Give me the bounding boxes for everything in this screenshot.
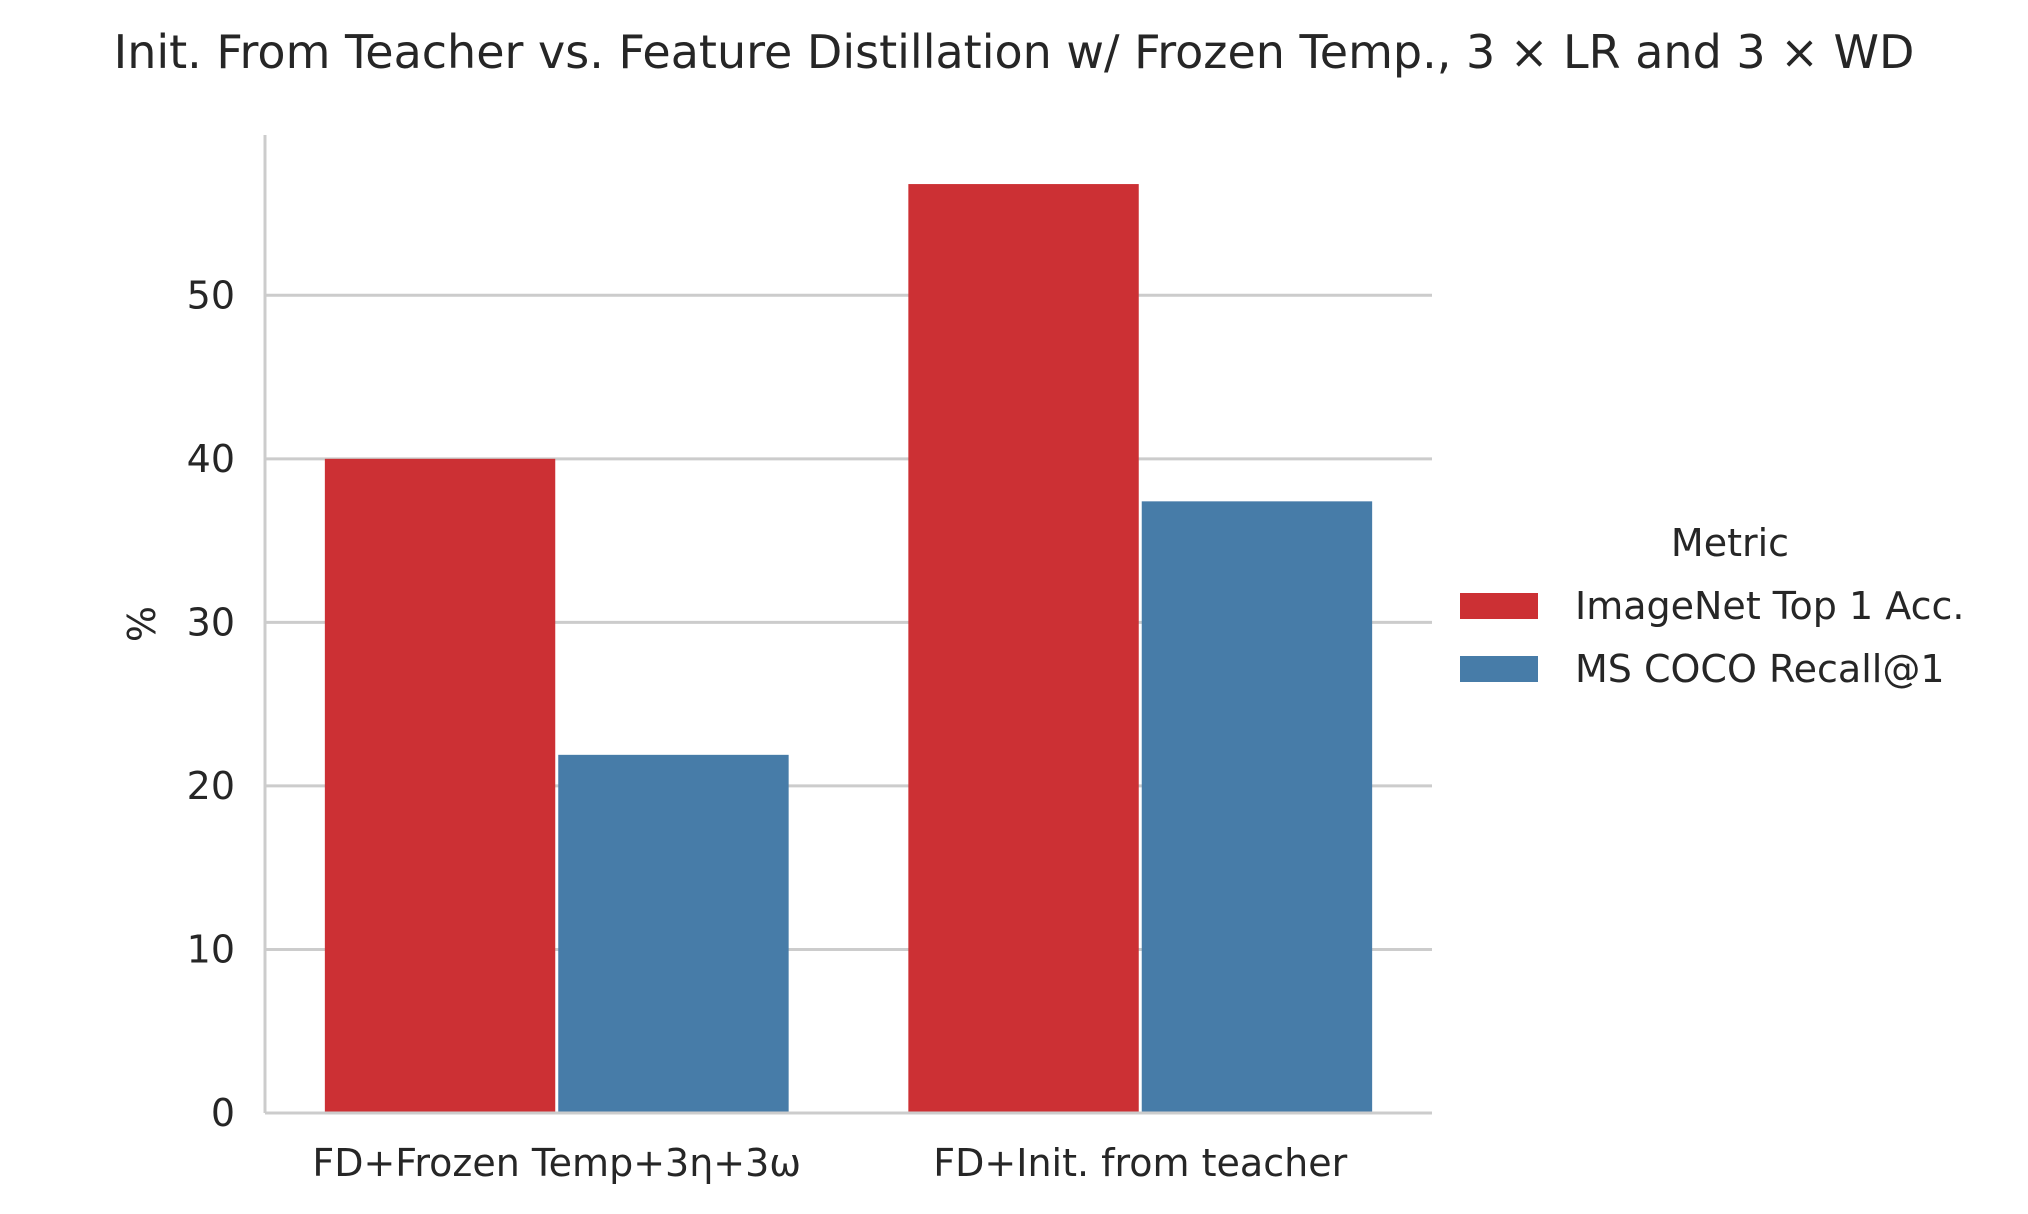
y-tick-labels: 0 10 20 30 40 50: [187, 273, 235, 1135]
bars: [324, 184, 1373, 1113]
bar-mscoco-recall1-1: [1141, 501, 1373, 1113]
bar-mscoco-recall1-0: [558, 754, 789, 1113]
y-tick-label: 10: [187, 927, 235, 971]
legend-swatch: [1460, 656, 1538, 682]
y-tick-label: 40: [187, 437, 235, 481]
x-tick-labels: FD+Frozen Temp+3η+3ω FD+Init. from teache…: [312, 1141, 1347, 1185]
y-tick-label: 20: [187, 764, 235, 808]
legend: Metric ImageNet Top 1 Acc. MS COCO Recall…: [1460, 521, 1964, 691]
y-tick-label: 50: [187, 273, 235, 317]
bar-imagenet-top1-0: [324, 458, 556, 1113]
x-tick-label: FD+Frozen Temp+3η+3ω: [312, 1141, 801, 1185]
y-tick-label: 0: [211, 1091, 235, 1135]
legend-items: ImageNet Top 1 Acc. MS COCO Recall@1: [1460, 584, 1964, 691]
legend-label: MS COCO Recall@1: [1575, 647, 1945, 691]
y-tick-label: 30: [187, 600, 235, 644]
legend-title: Metric: [1671, 521, 1789, 565]
chart-title: Init. From Teacher vs. Feature Distillat…: [114, 25, 1915, 79]
legend-label: ImageNet Top 1 Acc.: [1575, 584, 1964, 628]
bar-imagenet-top1-1: [908, 184, 1139, 1113]
y-axis-label: %: [120, 606, 164, 642]
legend-swatch: [1460, 593, 1538, 619]
x-tick-label: FD+Init. from teacher: [933, 1141, 1347, 1185]
